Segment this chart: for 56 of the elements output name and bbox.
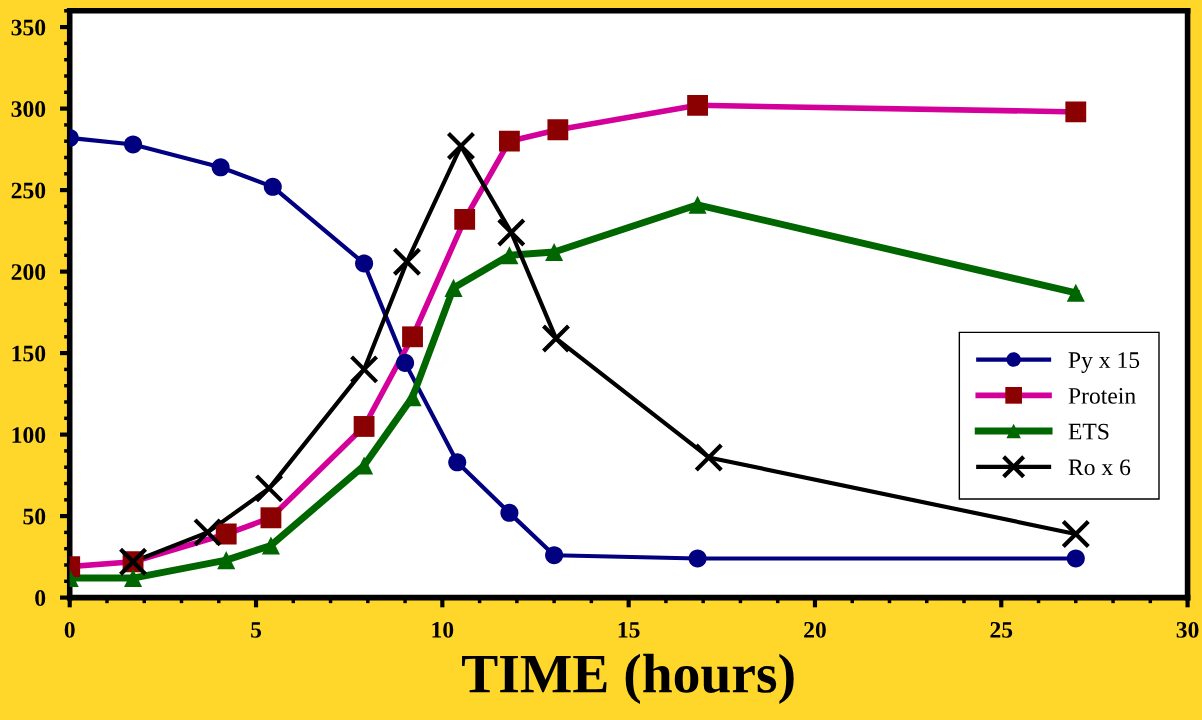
point	[211, 158, 230, 177]
point	[261, 536, 280, 555]
point	[396, 353, 415, 372]
point	[260, 507, 282, 529]
point	[454, 209, 476, 230]
point	[124, 135, 143, 154]
point	[688, 549, 707, 568]
x-tick-label: 15	[618, 622, 640, 638]
point	[498, 130, 520, 152]
point	[1066, 549, 1085, 568]
point	[496, 217, 526, 248]
x-tick-label: 10	[432, 621, 454, 638]
point	[545, 243, 564, 262]
point	[1065, 101, 1087, 123]
point	[500, 246, 519, 265]
point	[448, 453, 467, 472]
y-tick-label: 50	[23, 508, 46, 525]
legend-label: Py x 15	[1068, 352, 1140, 373]
y-tick-label: 0	[35, 590, 46, 607]
point	[215, 523, 237, 545]
y-tick-label: 250	[11, 182, 46, 199]
point	[541, 323, 571, 354]
point	[193, 517, 223, 547]
point	[254, 473, 284, 503]
y-tick-label: 300	[11, 101, 46, 118]
legend-label: Protein	[1068, 387, 1136, 404]
y-tick-label: 350	[11, 19, 46, 36]
legend-label: ETS	[1068, 423, 1109, 440]
point	[124, 569, 143, 588]
point	[217, 551, 236, 570]
point	[688, 195, 707, 214]
point	[353, 416, 375, 437]
legend-label: Ro x 6	[1068, 459, 1131, 476]
point	[444, 278, 463, 297]
x-tick-label: 20	[804, 621, 826, 638]
point	[687, 94, 708, 116]
y-tick-label: 200	[11, 264, 46, 281]
point	[545, 546, 564, 565]
x-axis-title: TIME (hours)	[462, 653, 794, 705]
point	[263, 177, 282, 196]
x-tick-label: 5	[251, 622, 262, 638]
point	[349, 354, 379, 384]
point	[355, 254, 374, 273]
x-tick-label: 0	[64, 621, 75, 638]
point	[1061, 519, 1091, 549]
point	[1066, 283, 1085, 302]
point	[694, 442, 724, 473]
point	[392, 247, 422, 277]
point	[446, 131, 476, 161]
x-tick-label: 30	[1176, 621, 1199, 638]
x-tick-label: 25	[990, 621, 1013, 638]
point	[402, 326, 423, 348]
y-tick-label: 100	[12, 427, 46, 444]
point	[500, 503, 519, 522]
y-tick-label: 150	[12, 345, 46, 362]
point	[547, 119, 569, 141]
